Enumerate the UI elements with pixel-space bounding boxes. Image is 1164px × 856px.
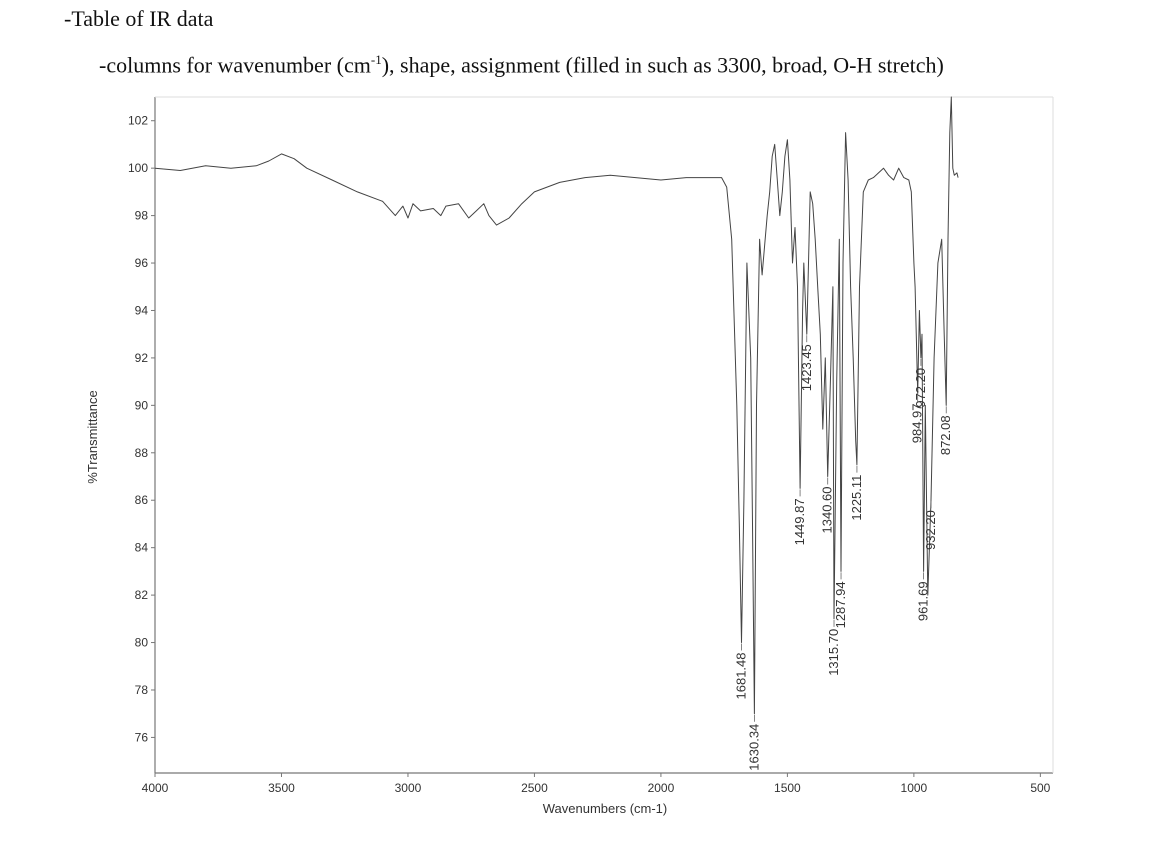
y-tick-label: 80 xyxy=(135,636,149,650)
peak-label: 932.20 xyxy=(923,510,938,550)
x-axis-ticks: 4000 3500 3000 2500 2000 1500 1000 500 xyxy=(142,773,1051,795)
peak-label: 1315.70 xyxy=(826,629,841,676)
y-tick-label: 96 xyxy=(135,256,149,270)
y-tick-label: 98 xyxy=(135,209,149,223)
peak-label: 1681.48 xyxy=(734,653,749,700)
y-tick-label: 100 xyxy=(128,161,148,175)
series-layer xyxy=(154,96,959,715)
x-tick-label: 1500 xyxy=(774,781,801,795)
y-tick-label: 92 xyxy=(135,351,149,365)
peak-label: 872.08 xyxy=(938,415,953,455)
peak-label: 1225.11 xyxy=(849,475,864,521)
instruction-line-2-b: ), shape, assignment (filled in such as … xyxy=(381,52,944,78)
peak-label: 1287.94 xyxy=(833,581,848,628)
x-tick-label: 1000 xyxy=(901,781,928,795)
y-tick-label: 78 xyxy=(135,683,149,697)
x-tick-label: 3500 xyxy=(268,781,295,795)
peak-label: 1423.45 xyxy=(799,344,814,391)
peak-label: 984.97 xyxy=(910,404,925,444)
peak-label: 1630.34 xyxy=(746,724,761,771)
y-tick-label: 82 xyxy=(135,588,149,602)
peak-label: 1449.87 xyxy=(792,498,807,545)
instruction-line-2: -columns for wavenumber (cm-1), shape, a… xyxy=(99,52,944,78)
x-tick-label: 4000 xyxy=(142,781,169,795)
x-axis-label: Wavenumbers (cm-1) xyxy=(543,801,667,816)
peak-labels: 1681.48 1630.34 1449.87 1423.45 1340.60 1315.… xyxy=(734,335,953,771)
y-axis-label: %Transmittance xyxy=(85,390,100,483)
y-tick-label: 88 xyxy=(135,446,149,460)
instruction-line-2-a: -columns for wavenumber (cm xyxy=(99,52,371,78)
y-tick-label: 76 xyxy=(135,730,149,744)
x-tick-label: 500 xyxy=(1030,781,1050,795)
y-tick-label: 86 xyxy=(135,493,149,507)
y-tick-label: 94 xyxy=(135,303,149,317)
peak-label: 972.20 xyxy=(913,368,928,408)
y-tick-label: 84 xyxy=(135,541,149,555)
y-tick-label: 102 xyxy=(128,114,148,128)
peak-label: 1340.60 xyxy=(820,487,835,534)
y-tick-label: 90 xyxy=(135,398,149,412)
y-axis-ticks: 76 78 80 82 84 86 88 90 92 94 96 98 100 102 xyxy=(128,114,155,744)
peak-label: 961.69 xyxy=(916,581,931,621)
instruction-superscript: -1 xyxy=(370,52,382,67)
chart-frame xyxy=(154,96,1054,774)
spectrum-line xyxy=(154,96,959,715)
x-tick-label: 2000 xyxy=(648,781,675,795)
x-tick-label: 2500 xyxy=(521,781,548,795)
instruction-line-1: -Table of IR data xyxy=(64,6,214,31)
x-tick-label: 3000 xyxy=(395,781,422,795)
